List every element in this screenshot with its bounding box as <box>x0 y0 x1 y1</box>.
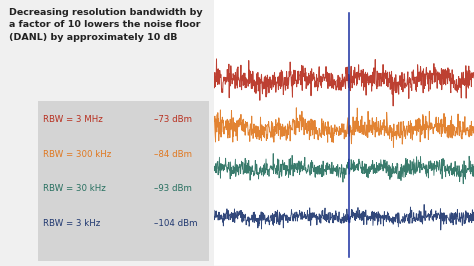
Text: RBW = 3 kHz: RBW = 3 kHz <box>43 219 100 228</box>
Text: –84 dBm: –84 dBm <box>154 150 192 159</box>
Text: RBW = 3 MHz: RBW = 3 MHz <box>43 115 102 124</box>
Text: Decreasing resolution bandwidth by
a factor of 10 lowers the noise floor
(DANL) : Decreasing resolution bandwidth by a fac… <box>9 8 202 42</box>
Text: –73 dBm: –73 dBm <box>154 115 192 124</box>
Text: RBW = 300 kHz: RBW = 300 kHz <box>43 150 111 159</box>
FancyBboxPatch shape <box>38 101 210 261</box>
Text: –104 dBm: –104 dBm <box>154 219 197 228</box>
Text: RBW = 30 kHz: RBW = 30 kHz <box>43 184 105 193</box>
Text: –93 dBm: –93 dBm <box>154 184 191 193</box>
